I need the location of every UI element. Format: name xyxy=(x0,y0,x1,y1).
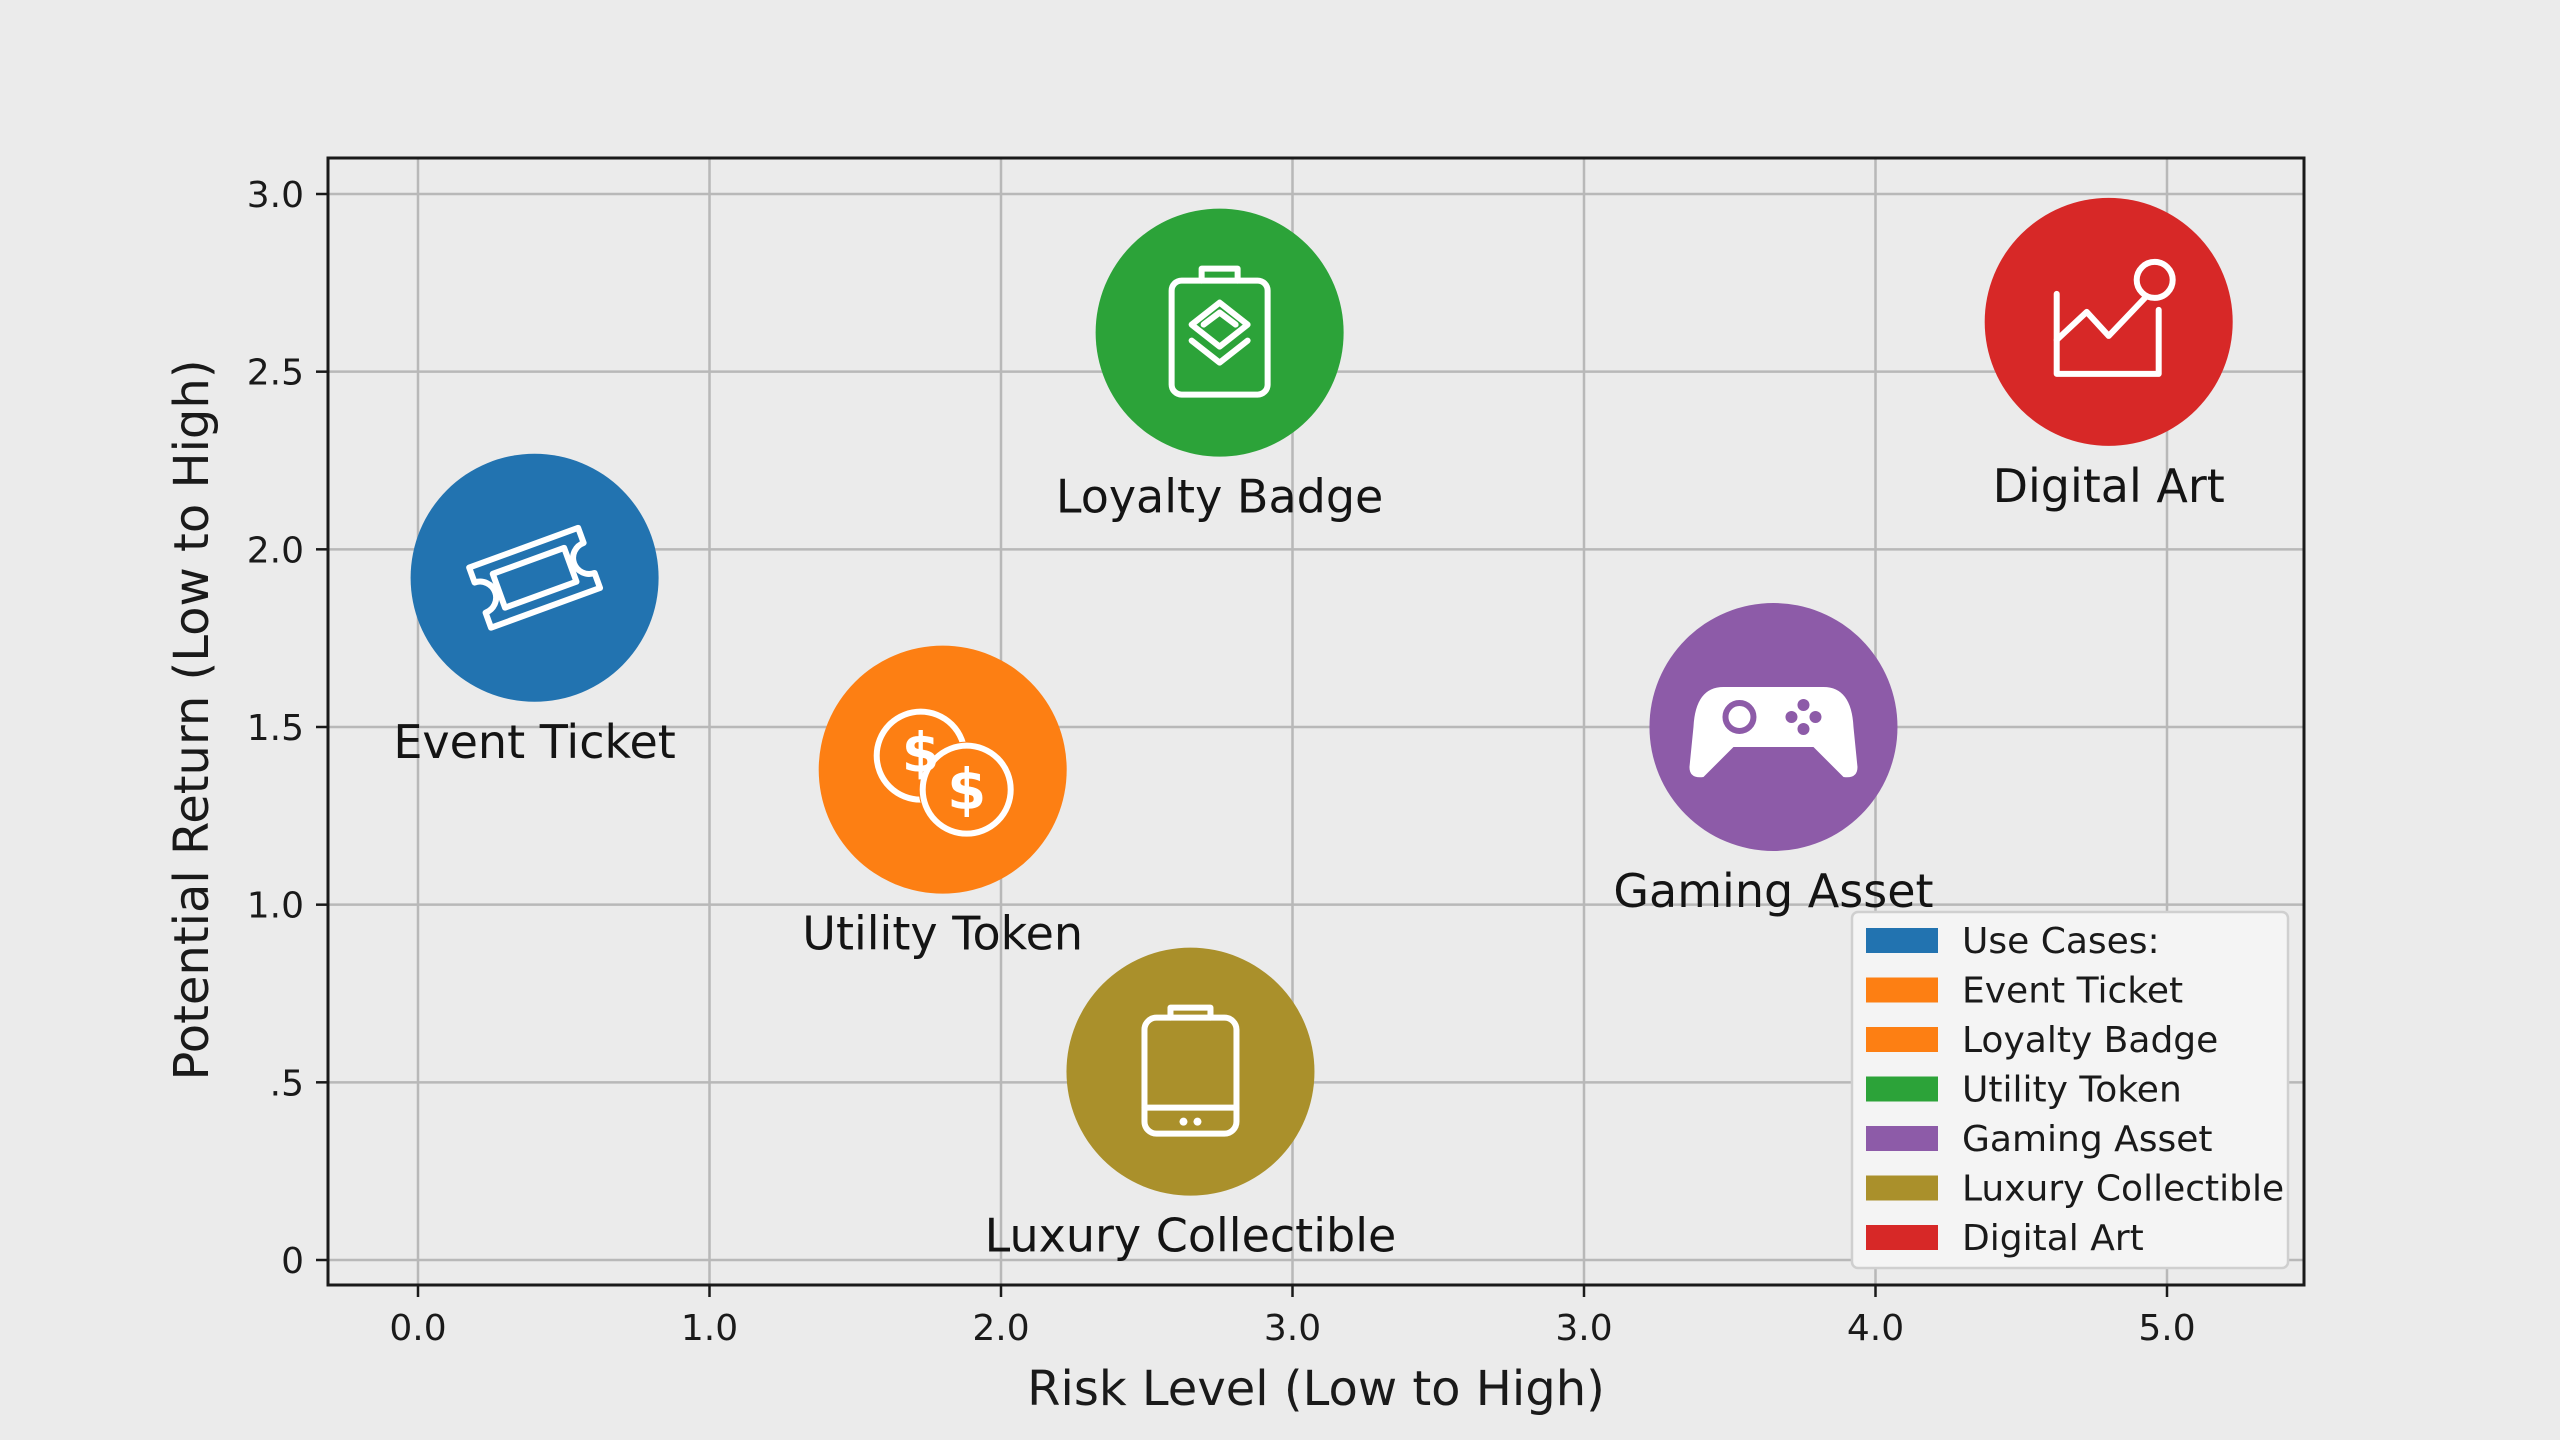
point-label: Digital Art xyxy=(1993,459,2225,513)
plot-area-frame xyxy=(326,156,2306,1287)
point-label: Event Ticket xyxy=(393,715,676,769)
legend-entry-label: Use Cases: xyxy=(1962,921,2160,962)
legend-swatch xyxy=(1866,1126,1938,1151)
data-point: Event Ticket xyxy=(393,453,676,769)
legend-swatch xyxy=(1866,1225,1938,1250)
point-marker xyxy=(1066,947,1315,1196)
tablet-icon xyxy=(1141,1004,1240,1137)
y-tick-label: 2.0 xyxy=(247,530,304,571)
svg-text:$: $ xyxy=(947,758,986,823)
x-tick-label: 5.0 xyxy=(2138,1308,2195,1349)
y-tick-label: 0 xyxy=(281,1241,304,1282)
point-label: Gaming Asset xyxy=(1613,864,1933,918)
y-tick-label: 2.5 xyxy=(247,353,304,394)
legend-swatch xyxy=(1866,1175,1938,1201)
x-axis-title: Risk Level (Low to High) xyxy=(1027,1361,1605,1417)
legend-entry-label: Luxury Collectible xyxy=(1962,1169,2284,1210)
point-marker xyxy=(410,453,659,702)
point-marker xyxy=(1984,197,2233,446)
legend: Use Cases: Event Ticket Loyalty Badge Utili… xyxy=(1850,910,2290,1270)
x-tick-label: 1.0 xyxy=(681,1308,738,1349)
legend-entry-label: Utility Token xyxy=(1962,1070,2182,1111)
chart-up-icon xyxy=(2053,258,2176,377)
legend-swatch xyxy=(1866,977,1938,1003)
legend-box xyxy=(1850,910,2290,1270)
y-axis-title: Potential Return (Low to High) xyxy=(164,359,220,1080)
data-point: Loyalty Badge xyxy=(1056,208,1383,524)
axis-ticks: 0.0 1.0 2.0 3.0 3.0 4.0 5.0 0 .5 1.0 1.5 2.0 2.5 3.0 xyxy=(247,175,2196,1349)
point-label: Luxury Collectible xyxy=(985,1209,1397,1263)
data-point: $$ Utility Token xyxy=(802,645,1083,961)
legend-swatch xyxy=(1866,928,1938,953)
legend-entry-label: Gaming Asset xyxy=(1962,1119,2213,1160)
data-points: Event Ticket Loyalty Badge $$ Utility Token… xyxy=(393,197,2233,1263)
data-point: Luxury Collectible xyxy=(985,947,1397,1263)
point-label: Utility Token xyxy=(802,907,1083,961)
legend-entry-label: Digital Art xyxy=(1962,1218,2144,1259)
x-tick-label: 2.0 xyxy=(972,1308,1029,1349)
y-tick-label: .5 xyxy=(270,1063,304,1104)
ticket-icon xyxy=(466,524,604,631)
legend-swatch xyxy=(1866,1027,1938,1052)
data-point: Gaming Asset xyxy=(1613,603,1934,918)
legend-entry-label: Event Ticket xyxy=(1962,971,2183,1012)
point-label: Loyalty Badge xyxy=(1056,470,1383,524)
legend-swatch xyxy=(1866,1076,1938,1102)
y-tick-label: 1.0 xyxy=(247,886,304,927)
gamepad-icon xyxy=(1689,687,1858,778)
legend-entry-label: Loyalty Badge xyxy=(1962,1020,2218,1061)
badge-icon xyxy=(1168,265,1271,398)
x-tick-label: 3.0 xyxy=(1555,1308,1612,1349)
x-tick-label: 0.0 xyxy=(389,1308,446,1349)
svg-text:$: $ xyxy=(902,722,940,785)
x-tick-label: 4.0 xyxy=(1847,1308,1904,1349)
data-point: Digital Art xyxy=(1984,197,2233,513)
x-tick-label: 3.0 xyxy=(1264,1308,1321,1349)
point-marker xyxy=(1095,208,1344,457)
y-tick-label: 1.5 xyxy=(247,708,304,749)
y-tick-label: 3.0 xyxy=(247,175,304,216)
coins-icon: $$ xyxy=(873,708,1015,838)
